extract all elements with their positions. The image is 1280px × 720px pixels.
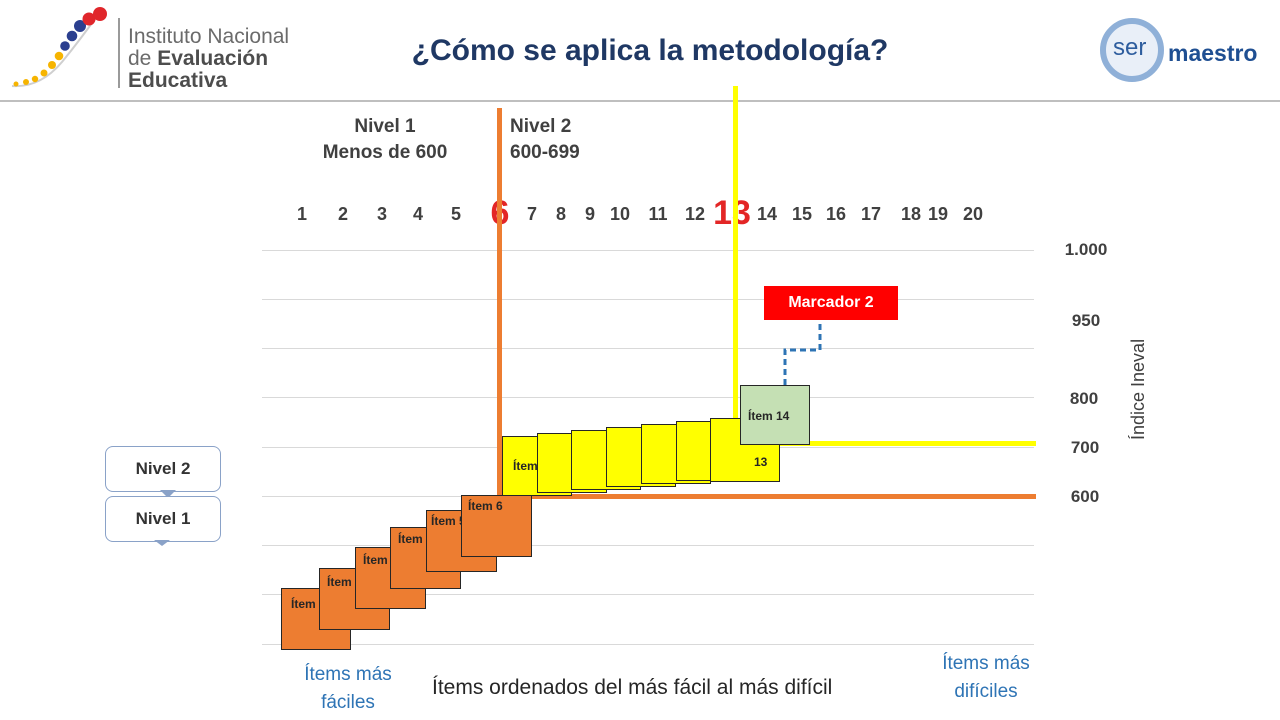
logo-arc: [11, 11, 101, 88]
logo-dot: [48, 61, 56, 69]
header-divider: [0, 100, 1280, 102]
y-axis-title: Índice Ineval: [1128, 338, 1148, 440]
side-level-pointer: [154, 540, 170, 546]
item-card-label: Ítem 6: [468, 499, 503, 513]
institute-line-2b: Evaluación: [157, 47, 269, 70]
nivel1-heading: Nivel 1 Menos de 600: [300, 114, 470, 166]
item-card: Ítem 6: [461, 495, 532, 557]
item-number: 19: [927, 204, 949, 224]
nivel2-name: Nivel 2: [510, 116, 572, 137]
grid-line: [262, 299, 1034, 300]
hardest-caption: Ítems más difíciles: [916, 650, 1056, 706]
item-card-label: Ítem 5: [431, 514, 466, 528]
ser-logo-text: ser: [1113, 34, 1147, 61]
marker-connector-path: [783, 320, 822, 385]
x-axis-title: Ítems ordenados del más fácil al más dif…: [432, 676, 833, 699]
item-card-label: Ítem 4: [398, 532, 433, 546]
logo-divider: [118, 18, 120, 88]
nivel1-range: Menos de 600: [322, 142, 448, 163]
marker-connector: [783, 320, 822, 385]
side-level-divider: [160, 490, 176, 498]
cut-line-1-horizontal: [497, 494, 1036, 499]
ser-logo-badge: [1100, 18, 1164, 82]
item-card-label: Ítem 14: [748, 409, 790, 423]
institute-name: Instituto Nacional de Evaluación Educati…: [128, 26, 289, 92]
item-number: 15: [791, 204, 813, 224]
hardest-caption-line: Ítems más: [942, 653, 1030, 674]
item-card: Ítem 1: [281, 588, 351, 650]
logo-dot: [31, 75, 39, 83]
easiest-caption-line: fáciles: [321, 692, 375, 713]
logo-dot: [60, 41, 70, 51]
item-number: 14: [756, 204, 778, 224]
item-card-label: Ítem 3: [363, 553, 398, 567]
item-number: 17: [860, 204, 882, 224]
side-level-nivel2: Nivel 2: [105, 446, 221, 492]
item-number: 3: [376, 204, 388, 224]
item-number: 2: [337, 204, 349, 224]
y-label: 600: [1070, 487, 1100, 506]
maestro-logo-text: maestro: [1168, 40, 1258, 66]
item-number: 8: [555, 204, 567, 224]
hardest-caption-line: difíciles: [954, 681, 1018, 702]
grid-line: [262, 397, 1034, 398]
item-number: 4: [412, 204, 424, 224]
item-number: 1: [296, 204, 308, 224]
logo-dot: [40, 69, 48, 77]
item-number: 20: [962, 204, 984, 224]
institute-line-1: Instituto Nacional: [128, 25, 290, 48]
y-label: 950: [1071, 311, 1101, 330]
item-number: 12: [684, 204, 706, 224]
logo-dot: [82, 12, 96, 26]
nivel1-name: Nivel 1: [354, 116, 416, 137]
item-number: 16: [825, 204, 847, 224]
logo-dot: [93, 7, 107, 21]
item-card-label: 13: [754, 455, 768, 469]
grid-line: [262, 348, 1034, 349]
item-number: 5: [450, 204, 462, 224]
item-card: Ítem 14: [740, 385, 810, 445]
easiest-caption: Ítems más fáciles: [278, 661, 418, 717]
item-number: 18: [900, 204, 922, 224]
logo-dot: [54, 51, 64, 61]
item-number-highlight: 13: [713, 194, 751, 232]
grid-line: [262, 644, 1034, 645]
logo-dot: [74, 20, 86, 32]
item-number: 9: [584, 204, 596, 224]
institute-logo: [11, 7, 107, 88]
cut-line-1-vertical: [497, 108, 502, 498]
item-number: 7: [526, 204, 538, 224]
item-card-label: Ítem 2: [327, 575, 362, 589]
item-card-label: Ítem 1: [291, 597, 326, 611]
logo-dot: [23, 79, 29, 85]
easiest-caption-line: Ítems más: [304, 664, 392, 685]
nivel2-heading: Nivel 2 600-699: [510, 114, 580, 166]
y-label: 800: [1069, 389, 1099, 408]
y-label: 1.000: [1064, 240, 1108, 259]
side-level-nivel1: Nivel 1: [105, 496, 221, 542]
grid-line: [262, 250, 1034, 251]
grid-line: [262, 594, 1034, 595]
nivel2-range: 600-699: [510, 142, 580, 163]
item-number: 10: [609, 204, 631, 224]
institute-line-3: Educativa: [128, 69, 228, 92]
page-title: ¿Cómo se aplica la metodología?: [411, 34, 889, 67]
y-label: 700: [1070, 438, 1100, 457]
cut-line-2-horizontal: [733, 441, 1036, 446]
cut-line-2-vertical: [733, 86, 738, 446]
logo-dot: [66, 30, 78, 42]
marker-badge: Marcador 2: [764, 286, 898, 320]
item-number: 11: [648, 204, 668, 224]
logo-dot: [13, 81, 19, 87]
grid-line: [262, 545, 1034, 546]
institute-line-2a: de: [128, 47, 158, 70]
